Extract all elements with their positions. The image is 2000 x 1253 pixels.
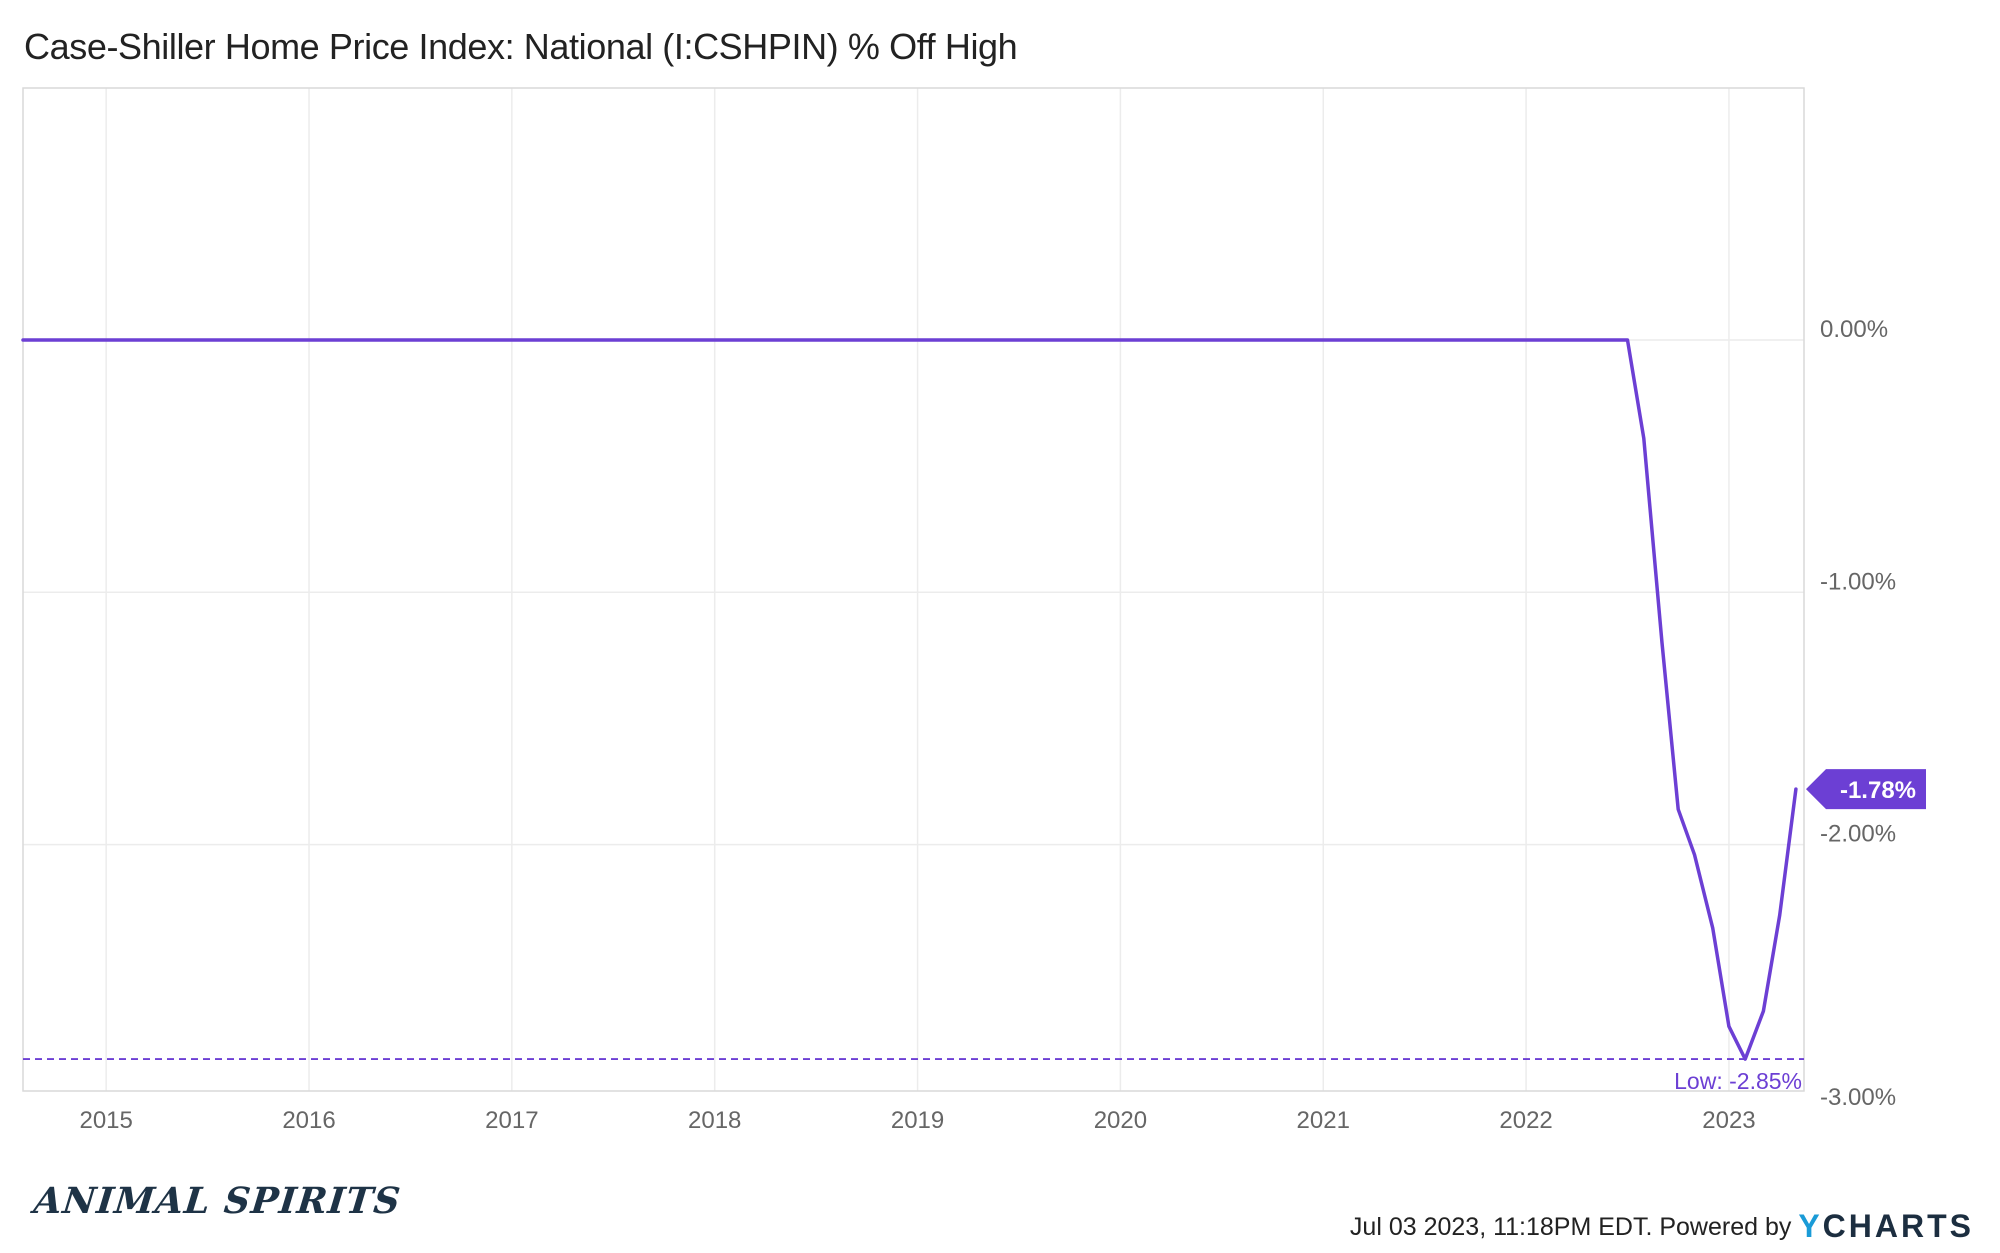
x-tick-label: 2020	[1094, 1107, 1147, 1134]
last-value-label: -1.78%	[1840, 777, 1916, 804]
last-value-flag	[1806, 769, 1926, 810]
x-tick-label: 2019	[891, 1107, 944, 1134]
x-tick-label: 2017	[485, 1107, 538, 1134]
low-annotation: Low: -2.85%	[23, 1058, 1804, 1094]
x-tick-label: 2018	[688, 1107, 741, 1134]
ycharts-logo[interactable]: YCHARTS	[1798, 1208, 1974, 1244]
footer-timestamp: Jul 03 2023, 11:18PM EDT. Powered by	[1349, 1213, 1799, 1241]
chart-title: Case-Shiller Home Price Index: National …	[24, 26, 1018, 67]
ycharts-logo-rest: CHARTS	[1822, 1208, 1974, 1244]
last-value-annotation: -1.78%	[1806, 769, 1926, 810]
low-label: Low: -2.85%	[1674, 1068, 1802, 1094]
y-axis-ticks: 0.00% -1.00% -2.00% -3.00%	[1820, 316, 1896, 1111]
x-tick-label: 2022	[1499, 1107, 1552, 1134]
footer: Jul 03 2023, 11:18PM EDT. Powered by YCH…	[1350, 1208, 1974, 1245]
ycharts-logo-y: Y	[1798, 1208, 1823, 1244]
series-line	[21, 338, 1798, 1061]
y-tick-label: -1.00%	[1820, 568, 1896, 595]
y-tick-label: -2.00%	[1820, 821, 1896, 848]
y-tick-label: 0.00%	[1820, 316, 1888, 343]
x-tick-label: 2021	[1297, 1107, 1350, 1134]
x-tick-label: 2023	[1702, 1107, 1755, 1134]
x-tick-label: 2016	[282, 1107, 335, 1134]
grid-lines	[23, 88, 1804, 1091]
x-tick-label: 2015	[79, 1107, 132, 1134]
animal-spirits-logo: ANIMAL SPIRITS	[31, 1180, 403, 1222]
series-lines	[21, 338, 1798, 1061]
y-tick-label: -3.00%	[1820, 1084, 1896, 1111]
plot-area-border	[22, 87, 1805, 1092]
x-axis-ticks: 2015 2016 2017 2018 2019 2020 2021 2022 2023	[79, 1107, 1755, 1134]
